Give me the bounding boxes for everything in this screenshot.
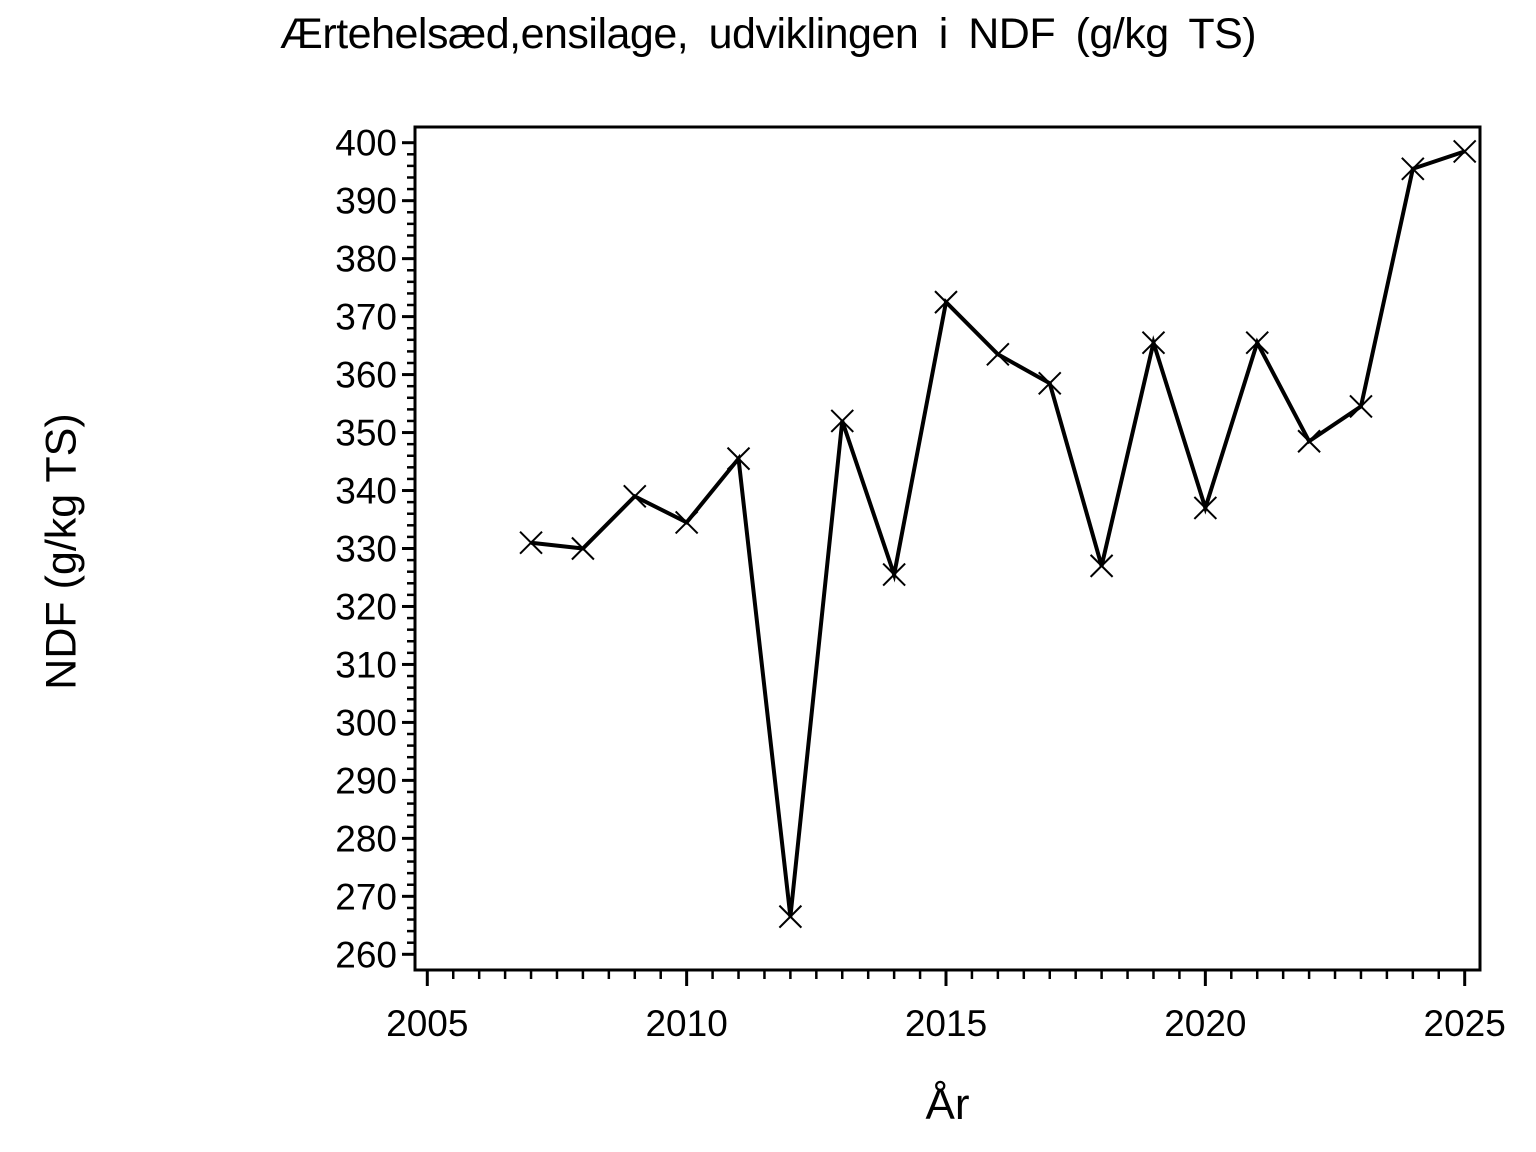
- y-tick-label: 260: [335, 934, 397, 975]
- chart-title: Ærtehelsæd,ensilage, udviklingen i NDF (…: [279, 10, 1257, 58]
- x-tick-label: 2020: [1164, 1003, 1246, 1044]
- data-point-marker: [830, 409, 854, 433]
- data-point-marker: [726, 446, 751, 471]
- data-point-marker: [1141, 330, 1166, 355]
- data-point-marker: [1193, 496, 1218, 520]
- y-tick-label: 350: [335, 413, 397, 454]
- x-tick-label: 2010: [645, 1003, 727, 1044]
- y-tick-label: 310: [335, 644, 397, 685]
- x-tick-label: 2025: [1424, 1003, 1506, 1044]
- data-point-marker: [623, 484, 647, 509]
- y-tick-label: 370: [335, 297, 397, 338]
- y-tick-label: 340: [335, 471, 397, 512]
- data-line: [530, 149, 1466, 917]
- y-axis-title: NDF (g/kg TS): [37, 413, 86, 690]
- y-tick-label: 360: [335, 355, 397, 396]
- data-point-marker: [571, 536, 595, 561]
- x-tick-label: 2015: [905, 1003, 987, 1044]
- data-point-marker: [1089, 554, 1114, 578]
- data-point-marker: [1038, 371, 1062, 395]
- y-tick-label: 270: [335, 876, 397, 917]
- x-tick-label: 2005: [386, 1003, 468, 1044]
- data-point-marker: [519, 530, 543, 555]
- data-point-marker: [1245, 330, 1269, 355]
- y-tick-label: 390: [335, 181, 397, 222]
- data-point-marker: [1349, 394, 1373, 419]
- y-tick-label: 380: [335, 239, 397, 280]
- data-point-marker: [1401, 157, 1425, 181]
- y-tick-label: 320: [335, 586, 397, 627]
- data-point-marker: [882, 562, 906, 587]
- data-point-marker: [986, 342, 1010, 367]
- data-point-marker: [1452, 139, 1477, 164]
- y-tick-label: 300: [335, 702, 397, 743]
- data-point-marker: [1297, 429, 1321, 453]
- y-tick-label: 400: [335, 123, 397, 164]
- x-axis-title: År: [925, 1080, 970, 1129]
- y-tick-label: 330: [335, 529, 397, 570]
- y-tick-label: 290: [335, 760, 397, 801]
- data-point-marker: [674, 510, 699, 535]
- data-point-marker: [934, 290, 958, 314]
- y-tick-label: 280: [335, 818, 397, 859]
- data-point-marker: [778, 904, 803, 929]
